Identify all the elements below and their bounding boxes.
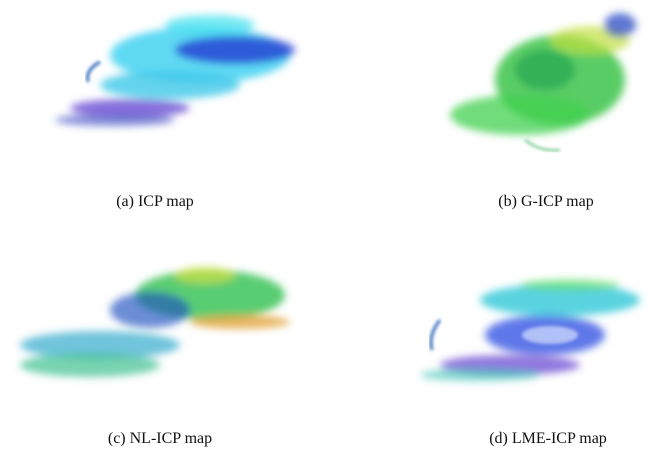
blob bbox=[110, 292, 190, 328]
blob bbox=[100, 71, 240, 99]
point-cloud-b bbox=[450, 13, 636, 135]
caption: (b) G-ICP map bbox=[498, 193, 594, 210]
blob bbox=[450, 95, 590, 135]
blob bbox=[70, 99, 190, 117]
blob bbox=[604, 13, 636, 37]
point-cloud-c bbox=[20, 267, 290, 377]
blob bbox=[165, 15, 255, 35]
caption: (d) LME-ICP map bbox=[489, 430, 607, 447]
blob bbox=[515, 50, 575, 90]
blob bbox=[55, 114, 175, 126]
stroke bbox=[524, 139, 561, 152]
point-cloud-d bbox=[420, 279, 640, 381]
blob bbox=[522, 326, 578, 344]
blob bbox=[420, 369, 540, 381]
blob bbox=[20, 331, 180, 359]
stroke bbox=[429, 319, 442, 351]
blob bbox=[20, 353, 160, 377]
blob bbox=[480, 284, 640, 316]
blob bbox=[190, 315, 290, 329]
blob bbox=[520, 279, 620, 291]
stroke bbox=[86, 60, 101, 83]
point-cloud-a bbox=[55, 15, 295, 126]
caption: (a) ICP map bbox=[116, 193, 194, 210]
caption: (c) NL-ICP map bbox=[107, 430, 213, 447]
blob bbox=[175, 36, 295, 64]
blob bbox=[175, 267, 235, 283]
